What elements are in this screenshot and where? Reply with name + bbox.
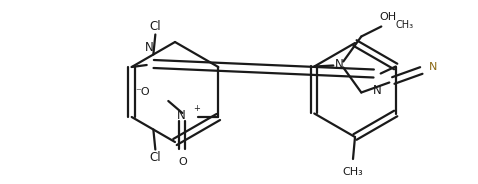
Text: CH₃: CH₃ [395,20,413,29]
Text: N: N [145,41,154,54]
Text: ⁻O: ⁻O [136,87,150,97]
Text: OH: OH [380,11,396,22]
Text: N: N [429,63,438,72]
Text: N: N [373,84,382,98]
Text: +: + [193,104,200,112]
Text: O: O [178,157,187,167]
Text: Cl: Cl [150,151,161,164]
Text: N: N [176,109,185,121]
Text: Cl: Cl [150,20,161,33]
Text: CH₃: CH₃ [343,167,363,177]
Text: N: N [335,58,344,71]
